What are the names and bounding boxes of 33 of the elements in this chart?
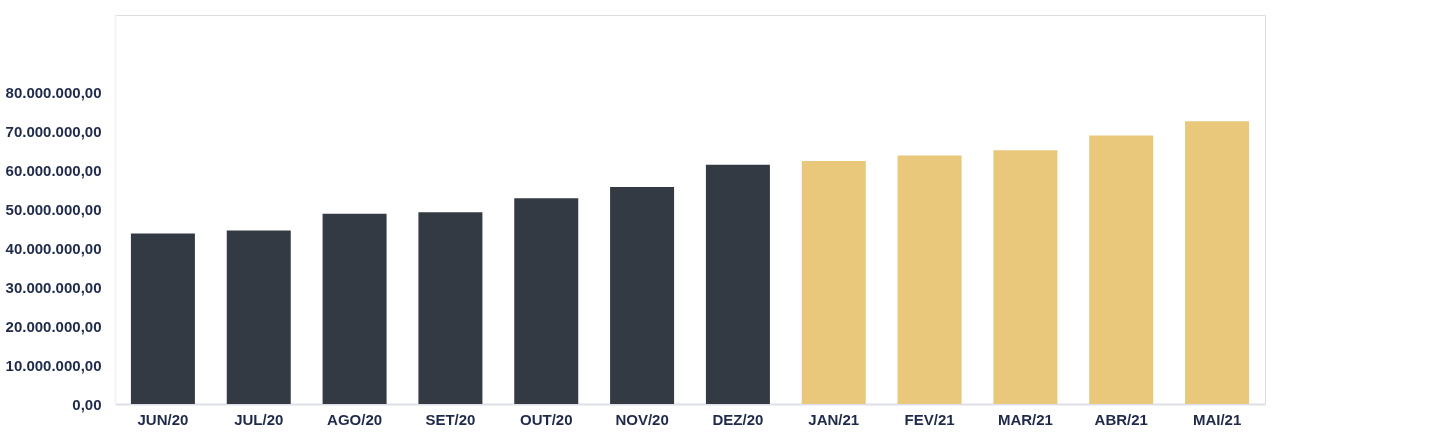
y-tick-label: 40.000.000,00 xyxy=(5,239,102,257)
bar xyxy=(705,164,770,404)
x-tick-label: MAR/21 xyxy=(997,410,1053,428)
bar xyxy=(801,160,866,404)
bar xyxy=(418,212,483,404)
x-tick-label: JAN/21 xyxy=(808,410,860,428)
y-tick-label: 0,00 xyxy=(72,395,102,413)
bar xyxy=(226,230,291,404)
x-tick-label: SET/20 xyxy=(425,410,476,428)
y-tick-label: 60.000.000,00 xyxy=(5,162,102,180)
bar xyxy=(897,155,962,404)
x-tick-label: FEV/21 xyxy=(904,410,955,428)
bar xyxy=(322,213,387,404)
bar xyxy=(514,198,579,404)
x-tick-label: MAI/21 xyxy=(1192,410,1242,428)
bar xyxy=(610,186,675,404)
y-tick-label: 80.000.000,00 xyxy=(5,84,102,102)
x-tick-label: ABR/21 xyxy=(1094,410,1148,428)
y-tick-label: 10.000.000,00 xyxy=(5,356,102,374)
y-tick-label: 70.000.000,00 xyxy=(5,123,102,141)
x-tick-label: OUT/20 xyxy=(519,410,573,428)
x-tick-label: JUL/20 xyxy=(234,410,284,428)
x-tick-label: DEZ/20 xyxy=(712,410,764,428)
y-tick-label: 30.000.000,00 xyxy=(5,278,102,296)
y-tick-label: 50.000.000,00 xyxy=(5,201,102,218)
bar xyxy=(1185,121,1250,404)
bar xyxy=(130,233,195,404)
x-tick-label: NOV/20 xyxy=(615,410,669,428)
x-tick-label: JUN/20 xyxy=(137,410,189,428)
bar xyxy=(1089,135,1154,404)
bar xyxy=(993,150,1058,404)
x-tick-label: AGO/20 xyxy=(327,410,383,428)
y-tick-label: 20.000.000,00 xyxy=(5,317,102,335)
